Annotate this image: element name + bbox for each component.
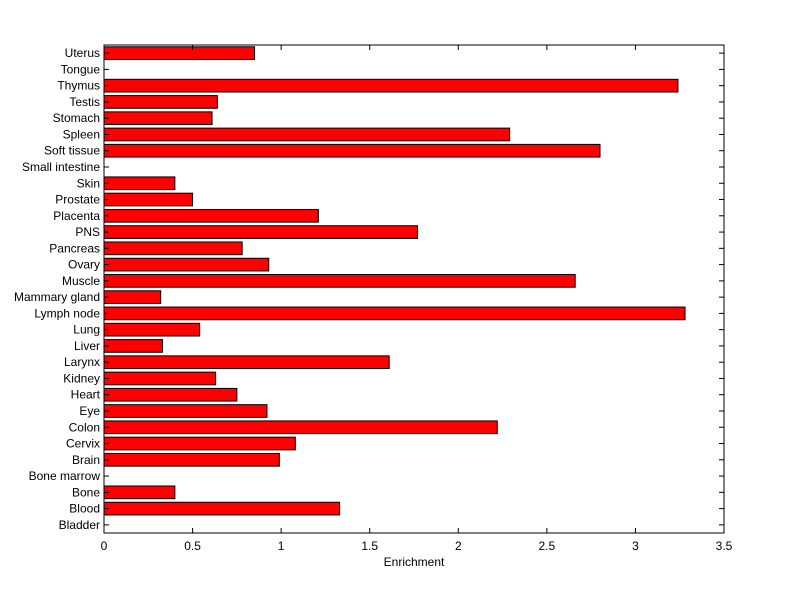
bar: [103, 339, 163, 353]
bar: [103, 176, 176, 191]
y-tick-label: Cervix: [66, 437, 100, 451]
bar: [103, 290, 162, 304]
x-axis-ticks: 0 0.5 1 1.5 2 2.5 3 3.5: [101, 45, 733, 553]
bar: [103, 208, 319, 223]
bar: [103, 485, 176, 500]
y-tick-label: Bone marrow: [29, 469, 101, 483]
y-tick-label: Thymus: [57, 79, 100, 93]
y-tick-label: Skin: [77, 176, 100, 190]
bar: [103, 143, 601, 158]
bar: [103, 241, 243, 256]
y-tick-label: Bone: [72, 485, 100, 499]
bar: [103, 501, 341, 516]
y-tick-label: Larynx: [64, 355, 100, 369]
x-tick-label: 3: [632, 539, 639, 553]
x-tick-label: 1.5: [361, 539, 378, 553]
bar: [103, 257, 270, 272]
y-tick-label: Lymph node: [34, 306, 100, 320]
y-tick-label: Kidney: [63, 371, 100, 385]
x-tick-label: 2: [455, 539, 462, 553]
y-tick-label: Spleen: [63, 127, 100, 141]
bar: [103, 78, 679, 93]
bar: [103, 274, 576, 288]
bar: [103, 420, 498, 435]
y-tick-label: Eye: [79, 404, 100, 418]
y-tick-label: Stomach: [53, 111, 100, 125]
y-tick-label: Lung: [73, 323, 100, 337]
y-tick-label: Heart: [71, 388, 101, 402]
y-tick-label: Blood: [69, 502, 100, 516]
bar: [103, 404, 268, 418]
y-tick-label: Liver: [74, 339, 100, 353]
bars-group: [103, 46, 686, 516]
x-tick-label: 3.5: [716, 539, 733, 553]
y-tick-label: Brain: [72, 453, 100, 467]
y-tick-label: Small intestine: [22, 160, 100, 174]
bar: [103, 111, 213, 126]
x-tick-label: 0: [101, 539, 108, 553]
bar: [103, 452, 280, 467]
bar: [103, 46, 256, 60]
bar: [103, 436, 296, 451]
bar: [103, 355, 390, 370]
y-tick-label: Bladder: [59, 518, 100, 532]
y-tick-label: Prostate: [55, 193, 100, 207]
plot-area-frame: [103, 44, 725, 534]
bar: [103, 192, 194, 207]
bar: [103, 322, 201, 337]
y-tick-label: Muscle: [62, 274, 100, 288]
y-axis-ticks: Uterus Tongue Thymus Testis Stomach Spleen Sof…: [14, 46, 724, 532]
x-tick-label: 0.5: [184, 539, 201, 553]
y-tick-label: Uterus: [65, 46, 100, 60]
x-tick-label: 1: [278, 539, 285, 553]
bar: [103, 387, 238, 402]
bar: [103, 371, 217, 386]
bar: [103, 127, 511, 142]
y-tick-label: Testis: [69, 95, 100, 109]
bar: [103, 306, 686, 321]
y-tick-label: Colon: [69, 420, 100, 434]
bar: [103, 95, 218, 109]
y-tick-label: Tongue: [61, 62, 101, 76]
y-tick-label: Ovary: [68, 258, 100, 272]
y-tick-label: Pancreas: [49, 241, 100, 255]
y-tick-label: PNS: [75, 225, 100, 239]
y-tick-label: Mammary gland: [14, 290, 100, 304]
x-axis-label: Enrichment: [384, 555, 445, 569]
x-tick-label: 2.5: [539, 539, 556, 553]
y-tick-label: Soft tissue: [44, 144, 100, 158]
bar: [103, 225, 419, 239]
y-tick-label: Placenta: [53, 209, 100, 223]
